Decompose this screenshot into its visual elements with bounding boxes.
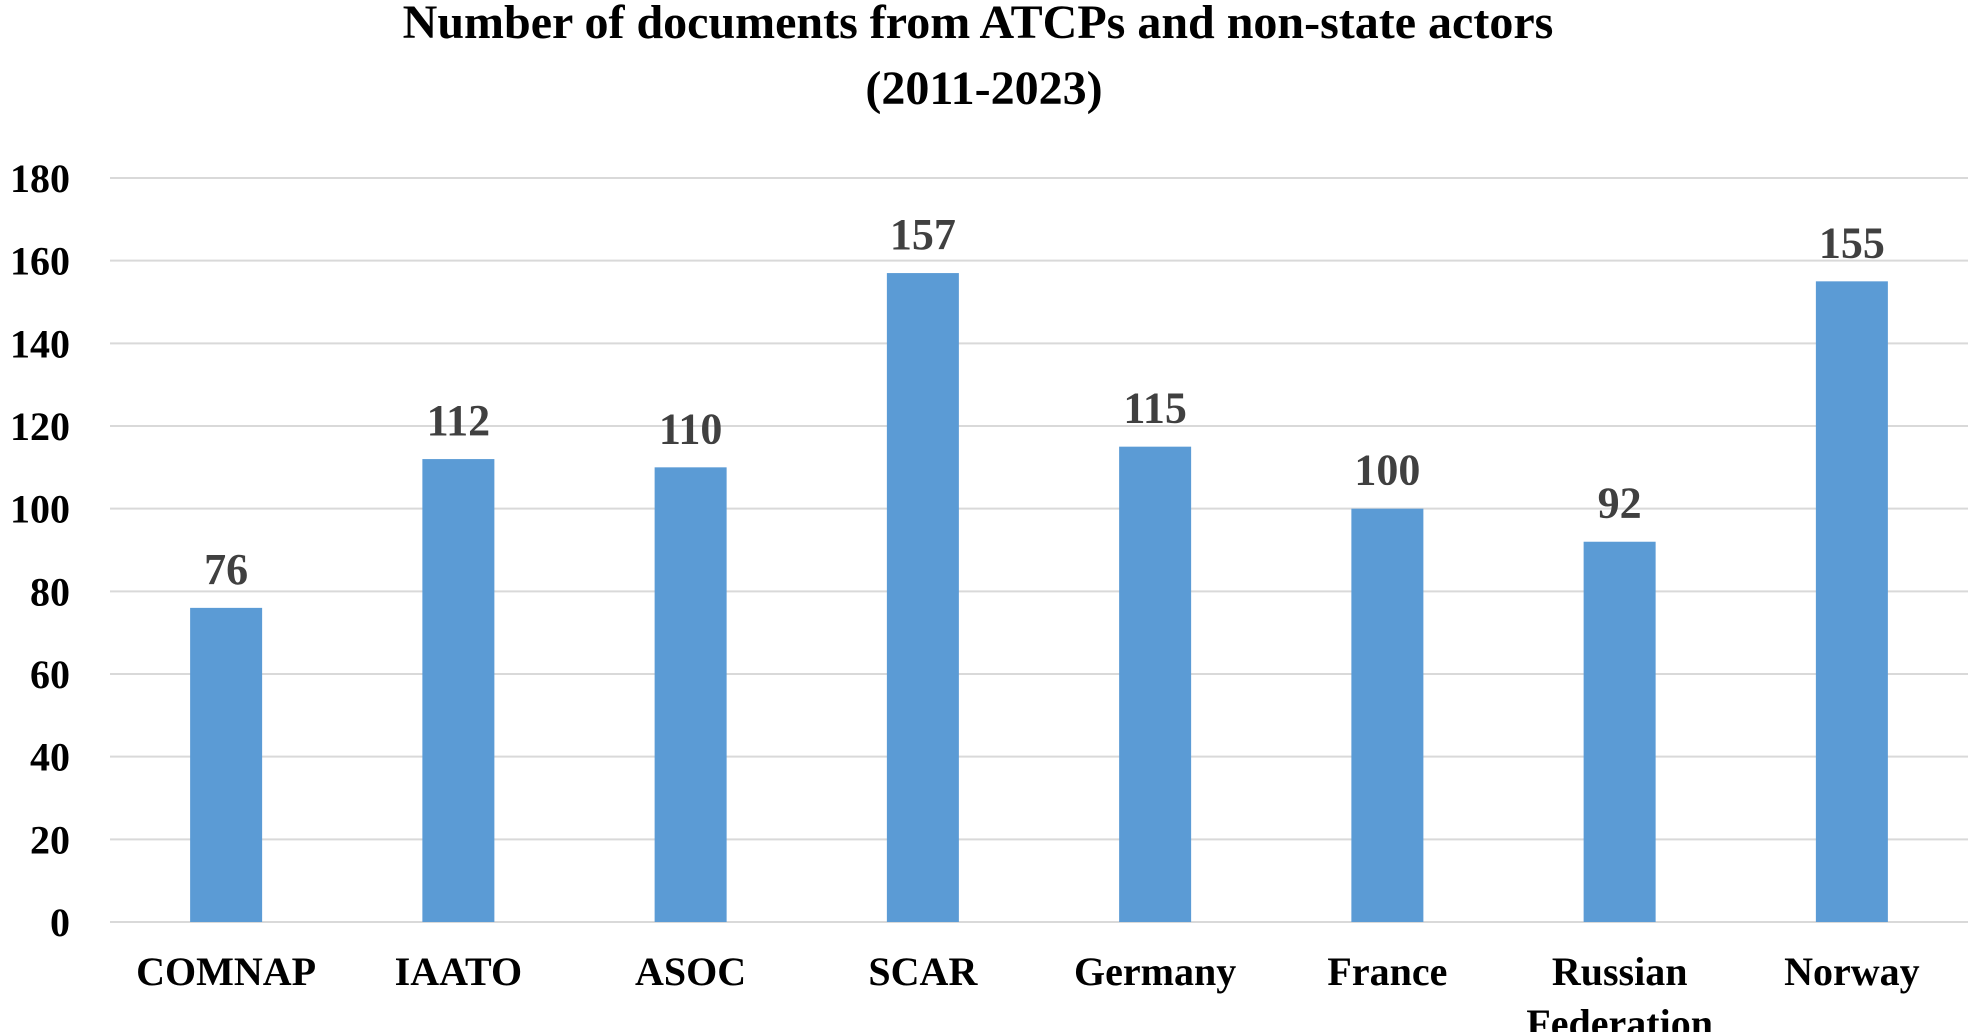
data-label: 155 bbox=[1819, 218, 1885, 267]
category-label: France bbox=[1327, 949, 1447, 994]
bar bbox=[1351, 508, 1424, 922]
bar bbox=[886, 273, 959, 923]
y-tick-label: 140 bbox=[10, 321, 70, 366]
category-label: ASOC bbox=[635, 949, 746, 994]
bar bbox=[1119, 446, 1192, 922]
category-label-line: Norway bbox=[1784, 949, 1920, 994]
y-tick-label: 20 bbox=[30, 817, 70, 862]
data-label: 100 bbox=[1354, 446, 1420, 495]
y-tick-label: 60 bbox=[30, 652, 70, 697]
x-axis-category-labels: COMNAP IAATO ASOC SCAR Germany France Russian F… bbox=[136, 949, 1920, 1032]
category-label-line: SCAR bbox=[868, 949, 978, 994]
y-tick-label: 80 bbox=[30, 569, 70, 614]
y-tick-label: 160 bbox=[10, 239, 70, 284]
bar bbox=[190, 607, 263, 922]
category-label: Russian Federation bbox=[1526, 949, 1713, 1032]
category-label: COMNAP bbox=[136, 949, 316, 994]
bar bbox=[1815, 281, 1888, 922]
category-label-line: COMNAP bbox=[136, 949, 316, 994]
data-label: 115 bbox=[1123, 384, 1187, 433]
gridlines bbox=[110, 177, 1968, 923]
category-label-line: ASOC bbox=[635, 949, 746, 994]
data-label: 157 bbox=[890, 210, 956, 259]
category-label-line: France bbox=[1327, 949, 1447, 994]
bars bbox=[190, 273, 1888, 923]
y-tick-label: 0 bbox=[50, 900, 70, 945]
category-label-line: Russian bbox=[1552, 949, 1688, 994]
data-label: 76 bbox=[204, 545, 248, 594]
bar bbox=[654, 467, 727, 922]
y-tick-label: 120 bbox=[10, 404, 70, 449]
bar bbox=[422, 459, 495, 922]
data-label: 92 bbox=[1598, 479, 1642, 528]
category-label: Norway bbox=[1784, 949, 1920, 994]
bar bbox=[1583, 541, 1656, 922]
category-label: Germany bbox=[1074, 949, 1236, 994]
y-tick-label: 180 bbox=[10, 156, 70, 201]
category-label: SCAR bbox=[868, 949, 978, 994]
category-label-line: IAATO bbox=[395, 949, 522, 994]
category-label-line: Federation bbox=[1526, 1001, 1713, 1032]
chart-title-line-2: (2011-2023) bbox=[865, 62, 1102, 115]
data-labels: 76 112 110 157 115 100 92 155 bbox=[204, 210, 1885, 594]
y-tick-label: 40 bbox=[30, 735, 70, 780]
y-axis-tick-labels: 0 20 40 60 80 100 120 140 160 180 bbox=[10, 156, 70, 945]
chart-title-line-1: Number of documents from ATCPs and non-s… bbox=[403, 0, 1554, 49]
chart-title: Number of documents from ATCPs and non-s… bbox=[403, 0, 1566, 115]
data-label: 112 bbox=[427, 396, 491, 445]
category-label-line: Germany bbox=[1074, 949, 1236, 994]
y-tick-label: 100 bbox=[10, 487, 70, 532]
category-label: IAATO bbox=[395, 949, 522, 994]
data-label: 110 bbox=[659, 404, 723, 453]
